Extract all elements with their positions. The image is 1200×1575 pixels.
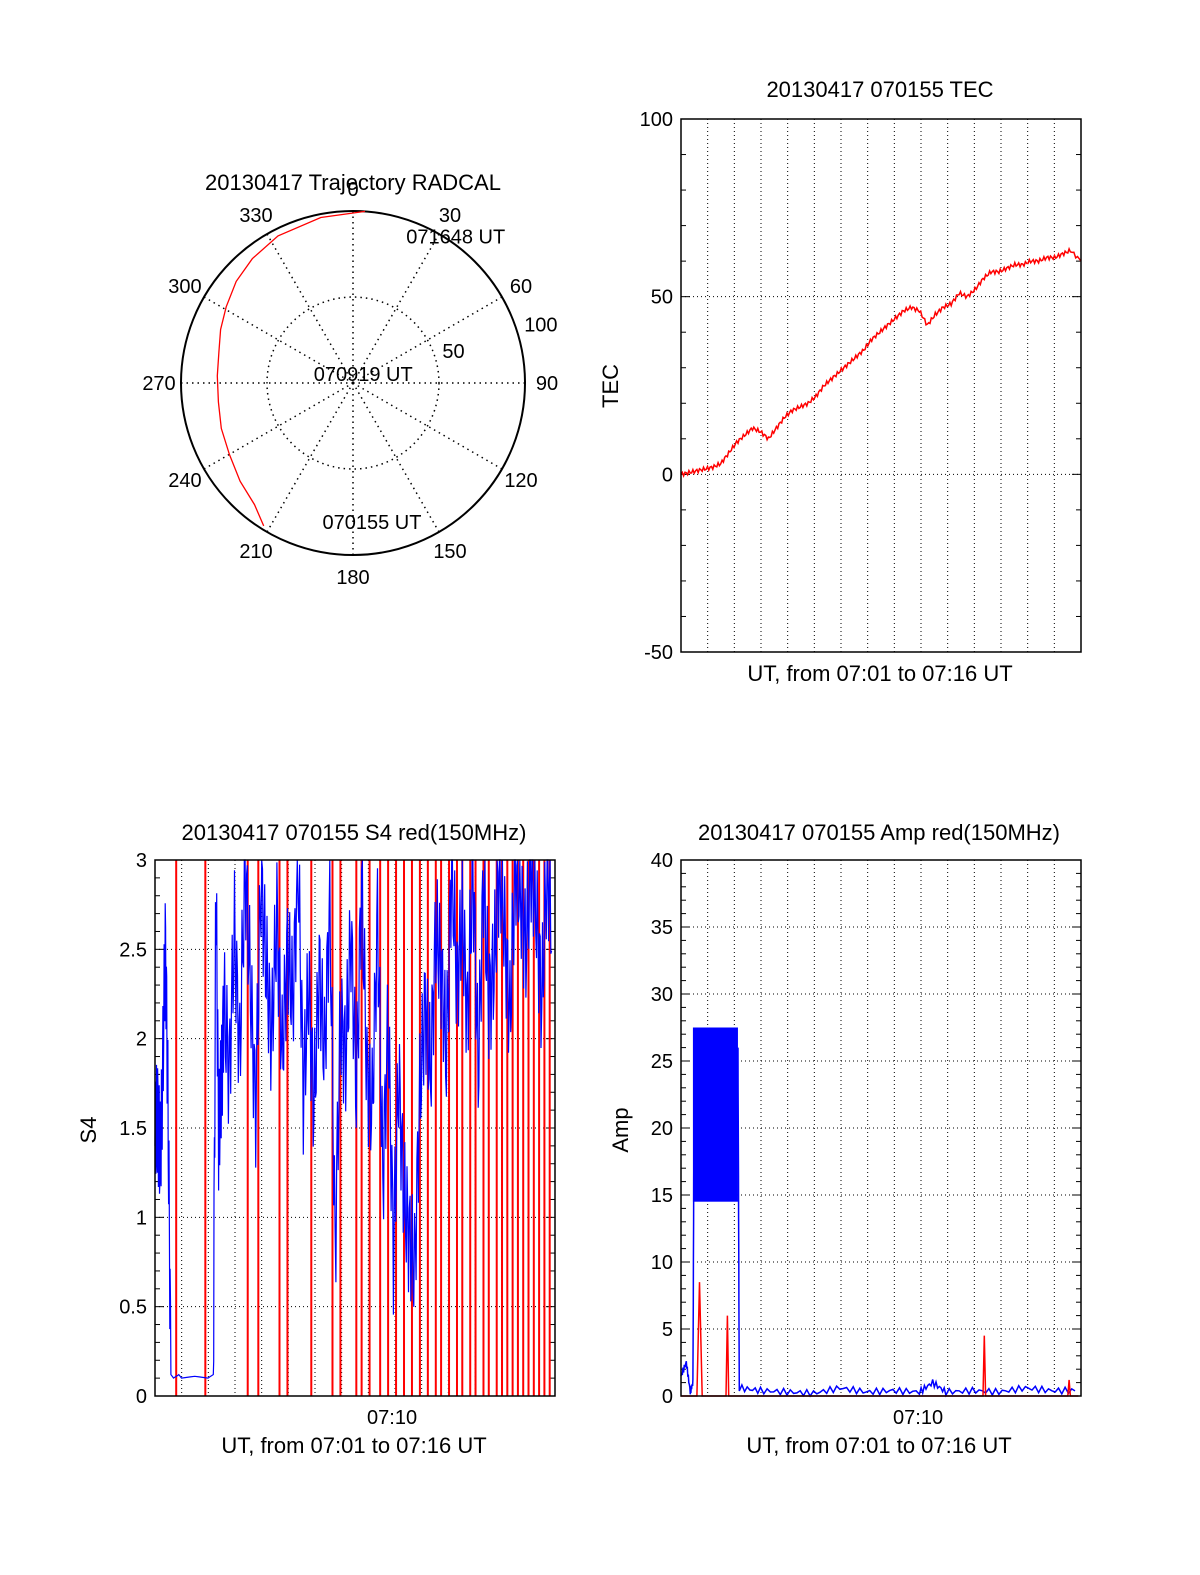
polar-trajectory-plot: 20130417 Trajectory RADCAL 0 30 60 90 120 150… — [142, 170, 558, 589]
polar-trajectory-line — [216, 210, 366, 527]
polar-angle-label: 30 — [439, 205, 461, 227]
amp-y-ticks: 0 5 10 15 20 25 30 35 40 — [651, 850, 673, 1408]
polar-angle-label: 120 — [504, 470, 537, 492]
tec-ytick-label: 50 — [651, 287, 673, 309]
amp-ytick-label: 40 — [651, 850, 673, 872]
amp-ylabel: Amp — [608, 1107, 633, 1152]
amp-ytick-label: 30 — [651, 984, 673, 1006]
s4-xtick-label: 07:10 — [367, 1407, 417, 1429]
polar-radial-label: 50 — [442, 341, 464, 363]
amp-ytick-label: 10 — [651, 1252, 673, 1274]
polar-radial-labels: 50 100 — [442, 314, 557, 363]
tec-ytick-label: 100 — [640, 109, 673, 131]
s4-ytick-label: 2 — [136, 1029, 147, 1051]
tec-ylabel: TEC — [598, 364, 623, 408]
s4-ytick-label: 1.5 — [119, 1118, 147, 1140]
polar-time-annotation: 071648 UT — [406, 226, 505, 248]
s4-x-ticks: 07:10 — [367, 1407, 417, 1429]
tec-grid — [681, 118, 1081, 653]
tec-xlabel: UT, from 07:01 to 07:16 UT — [747, 661, 1012, 686]
amp-blue-dense-band — [692, 1027, 738, 1202]
amp-xlabel: UT, from 07:01 to 07:16 UT — [746, 1433, 1011, 1458]
polar-grid-spoke — [203, 382, 354, 470]
s4-blue-series-line — [154, 859, 553, 1379]
tec-ytick-label: -50 — [644, 642, 673, 664]
polar-angle-label: 150 — [433, 541, 466, 563]
polar-grid-circle — [266, 296, 440, 470]
polar-grid-spoke — [352, 296, 503, 384]
polar-grid-spoke — [352, 382, 440, 533]
polar-grid-spoke — [266, 233, 354, 384]
tec-frame — [680, 118, 1082, 653]
amp-ytick-label: 35 — [651, 917, 673, 939]
polar-radial-label: 100 — [524, 314, 557, 336]
polar-angle-label: 60 — [510, 276, 532, 298]
polar-angle-label: 270 — [142, 373, 175, 395]
tec-ytick-label: 0 — [662, 464, 673, 486]
s4-plot: 20130417 070155 S4 red(150MHz) 0 0.5 1 1.5 2… — [76, 820, 556, 1458]
polar-title: 20130417 Trajectory RADCAL — [205, 170, 501, 195]
polar-angle-label: 240 — [168, 470, 201, 492]
amp-ytick-label: 15 — [651, 1185, 673, 1207]
amp-xtick-label: 07:10 — [893, 1407, 943, 1429]
s4-frame — [154, 859, 556, 1397]
polar-grid-spoke — [352, 382, 503, 470]
amp-blue-series-line — [680, 1047, 1076, 1398]
s4-title: 20130417 070155 S4 red(150MHz) — [182, 820, 527, 845]
s4-xlabel: UT, from 07:01 to 07:16 UT — [221, 1433, 486, 1458]
polar-grid — [181, 211, 525, 555]
polar-angle-label: 210 — [239, 541, 272, 563]
polar-angle-label: 300 — [168, 276, 201, 298]
polar-time-annotation: 070155 UT — [323, 512, 422, 534]
s4-ylabel: S4 — [76, 1117, 101, 1144]
polar-time-annotation: 070919 UT — [314, 364, 413, 386]
s4-ytick-label: 1 — [136, 1207, 147, 1229]
amp-frame — [680, 859, 1082, 1397]
amp-ytick-label: 0 — [662, 1386, 673, 1408]
polar-outer-circle — [180, 210, 526, 556]
amp-red-series-line — [681, 1282, 1079, 1397]
s4-ytick-label: 0.5 — [119, 1297, 147, 1319]
tec-plot: 20130417 070155 TEC -50 0 50 100 TEC UT, fr… — [598, 77, 1082, 686]
polar-angle-label: 180 — [336, 567, 369, 589]
amp-ytick-label: 5 — [662, 1319, 673, 1341]
polar-angle-labels: 0 30 60 90 120 150 180 210 240 270 300 330 — [142, 179, 558, 589]
polar-grid-spoke — [203, 296, 354, 384]
tec-y-ticks: -50 0 50 100 — [640, 109, 673, 664]
polar-annotations: 071648 UT 070919 UT 070155 UT — [314, 226, 505, 534]
amp-x-ticks: 07:10 — [893, 1407, 943, 1429]
s4-ytick-label: 0 — [136, 1386, 147, 1408]
s4-y-ticks: 0 0.5 1 1.5 2 2.5 3 — [119, 850, 147, 1408]
polar-grid-spoke — [352, 233, 440, 384]
amp-ytick-label: 25 — [651, 1051, 673, 1073]
polar-angle-label: 90 — [536, 373, 558, 395]
amp-plot: 20130417 070155 Amp red(150MHz) 0 5 10 15 20… — [608, 820, 1082, 1458]
tec-title: 20130417 070155 TEC — [766, 77, 993, 102]
polar-angle-label: 330 — [239, 205, 272, 227]
tec-series-line — [680, 246, 1082, 479]
s4-ytick-label: 3 — [136, 850, 147, 872]
polar-grid-spoke — [266, 382, 354, 533]
amp-grid — [681, 859, 1081, 1397]
amp-ytick-label: 20 — [651, 1118, 673, 1140]
s4-ytick-label: 2.5 — [119, 939, 147, 961]
amp-title: 20130417 070155 Amp red(150MHz) — [698, 820, 1060, 845]
polar-angle-label: 0 — [347, 179, 358, 201]
